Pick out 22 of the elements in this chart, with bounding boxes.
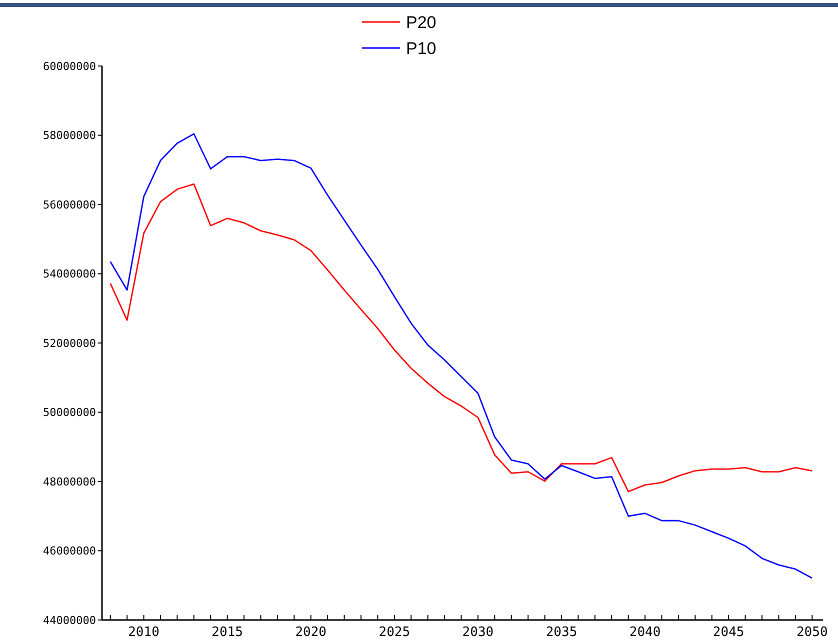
x-tick-label: 2040 [629,625,661,640]
y-tick-label: 50000000 [43,406,96,420]
line-series [110,133,813,579]
x-tick-label: 2015 [212,625,243,640]
x-tick-label: 2030 [462,625,494,640]
x-tick-label: 2025 [378,625,410,640]
y-tick-label: 44000000 [43,614,96,627]
y-tick-label: 58000000 [43,129,96,142]
x-tick-label: 2050 [796,625,828,640]
y-tick-label: 60000000 [43,60,96,73]
y-tick-label: 52000000 [43,336,96,350]
line-series [110,183,813,492]
y-tick-label: 48000000 [43,475,96,488]
x-tick-label: 2035 [546,625,578,640]
x-tick-label: 2010 [128,625,160,640]
legend-label: P10 [406,38,436,58]
x-tick-label: 2045 [712,625,744,640]
y-tick-label: 46000000 [43,544,96,558]
x-tick-label: 2020 [295,625,327,640]
y-tick-label: 56000000 [43,198,96,212]
legend-label: P20 [406,12,436,32]
y-tick-label: 54000000 [43,268,96,281]
